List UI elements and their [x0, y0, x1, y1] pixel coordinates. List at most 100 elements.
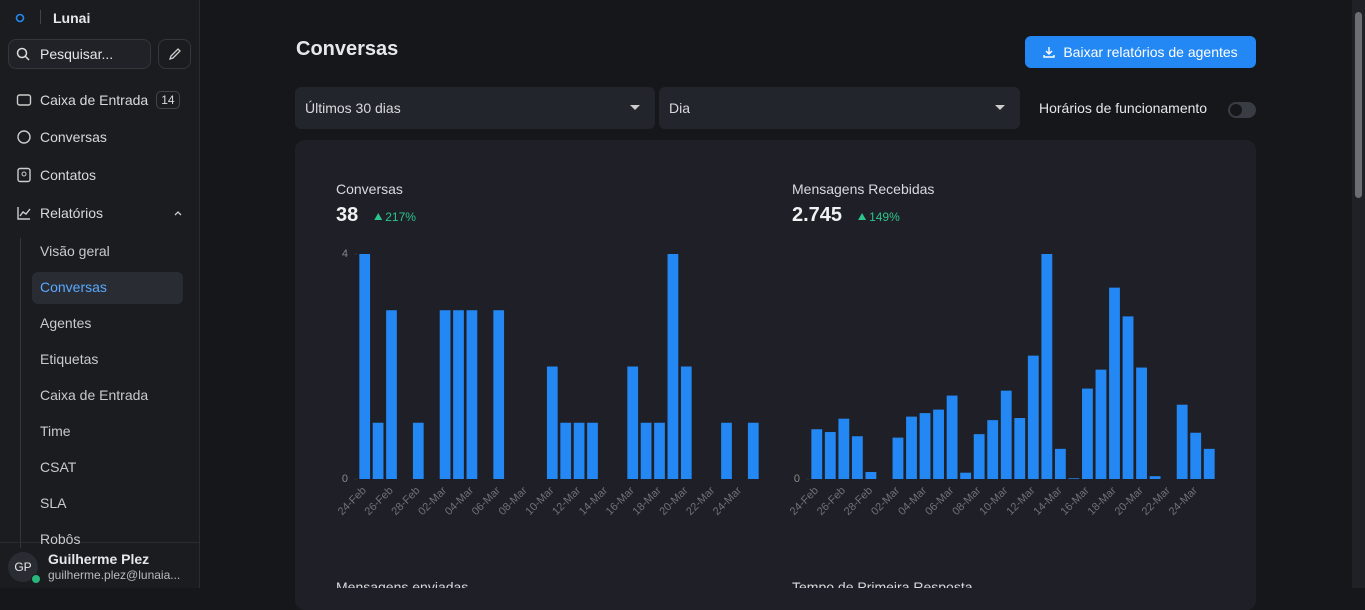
- x-tick-label: 06-Mar: [923, 484, 956, 517]
- bar: [906, 416, 917, 479]
- bar: [1122, 316, 1134, 479]
- x-tick-label: 14-Mar: [577, 484, 610, 517]
- x-tick-label: 20-Mar: [657, 484, 690, 517]
- search[interactable]: Pesquisar...: [8, 39, 151, 69]
- bar: [919, 413, 931, 479]
- chart-title: Mensagens enviadas: [336, 579, 468, 588]
- bar: [1027, 355, 1039, 479]
- x-tick-label: 24-Feb: [788, 485, 821, 518]
- logo: [15, 13, 25, 23]
- chart-total: 38: [336, 204, 358, 226]
- x-tick-label: 28-Feb: [389, 485, 422, 518]
- bar: [654, 422, 665, 479]
- nav-item[interactable]: Caixa de Entrada 14: [16, 91, 180, 109]
- bar: [892, 437, 904, 479]
- brand: Lunai: [53, 10, 91, 26]
- bar: [987, 420, 999, 479]
- nav-label: Caixa de Entrada: [40, 92, 149, 108]
- x-tick-label: 24-Mar: [711, 484, 744, 517]
- x-tick-label: 08-Mar: [950, 484, 983, 517]
- x-tick-label: 04-Mar: [896, 484, 929, 517]
- toggle[interactable]: [1228, 102, 1256, 118]
- x-tick-label: 02-Mar: [416, 484, 449, 517]
- bar: [1136, 367, 1147, 479]
- x-tick-label: 22-Mar: [1140, 484, 1173, 517]
- bar: [587, 422, 598, 479]
- x-tick-label: 02-Mar: [869, 484, 902, 517]
- bar: [439, 310, 451, 479]
- x-tick-label: 16-Mar: [604, 484, 637, 517]
- report-link[interactable]: Caixa de Entrada: [40, 387, 149, 403]
- report-link[interactable]: SLA: [40, 495, 67, 511]
- bar: [573, 422, 585, 479]
- report-link[interactable]: Visão geral: [40, 243, 110, 259]
- x-tick-label: 22-Mar: [684, 484, 717, 517]
- compose-button[interactable]: [158, 39, 191, 69]
- bar: [560, 422, 572, 479]
- x-tick-label: 12-Mar: [550, 484, 583, 517]
- bar: [372, 422, 384, 479]
- bar: [811, 429, 823, 479]
- nav-item[interactable]: Relatórios: [16, 205, 183, 221]
- bar: [386, 310, 397, 479]
- range-select[interactable]: Últimos 30 dias: [295, 87, 655, 129]
- y-tick-label: 0: [794, 473, 800, 485]
- nav-label: Contatos: [40, 167, 97, 183]
- change-icon: [858, 213, 867, 220]
- bar: [1109, 287, 1120, 479]
- x-tick-label: 28-Feb: [842, 485, 875, 518]
- charts: Mensagens enviadas Tempo de Primeira Resp…: [336, 181, 1215, 595]
- bar: [1054, 448, 1066, 479]
- bar: [946, 395, 958, 479]
- group-select[interactable]: Dia: [659, 87, 1020, 129]
- report-link[interactable]: Robôs: [40, 531, 81, 547]
- user-email: guilherme.plez@lunaia...: [48, 568, 181, 582]
- report-link[interactable]: Time: [40, 423, 71, 439]
- x-tick-label: 26-Feb: [363, 485, 396, 518]
- bar: [1095, 369, 1107, 479]
- badge: 14: [156, 91, 180, 109]
- x-tick-label: 04-Mar: [443, 484, 476, 517]
- scrollbar: [1352, 0, 1365, 588]
- bar: [973, 434, 985, 479]
- report-link[interactable]: Conversas: [40, 279, 107, 295]
- user-name: Guilherme Plez: [48, 551, 150, 567]
- nav-item[interactable]: Contatos: [16, 167, 96, 183]
- bar: [933, 409, 944, 479]
- bar: [359, 254, 371, 479]
- card: Mensagens enviadas Tempo de Primeira Resp…: [295, 140, 1256, 610]
- change-icon: [374, 213, 383, 220]
- x-tick-label: 18-Mar: [1086, 484, 1119, 517]
- bar: [680, 366, 692, 479]
- report-link[interactable]: Agentes: [40, 315, 92, 331]
- report-link[interactable]: Etiquetas: [40, 351, 99, 367]
- select-label: Dia: [669, 100, 691, 116]
- bar: [1190, 432, 1202, 479]
- x-tick-label: 26-Feb: [815, 485, 848, 518]
- bar: [640, 422, 652, 479]
- chart-total: 2.745: [792, 204, 842, 226]
- toggle-label: Horários de funcionamento: [1039, 100, 1208, 116]
- download-button[interactable]: Baixar relatórios de agentes: [1025, 36, 1256, 68]
- chart-title: Tempo de Primeira Resposta: [792, 579, 973, 588]
- bar: [851, 436, 863, 479]
- x-tick-label: 10-Mar: [977, 484, 1010, 517]
- x-tick-label: 10-Mar: [523, 484, 556, 517]
- bar: [546, 366, 558, 479]
- chart-change: 149%: [869, 210, 900, 224]
- nav-item[interactable]: Conversas: [16, 129, 107, 145]
- report-link[interactable]: CSAT: [40, 459, 77, 475]
- bar: [453, 310, 464, 479]
- x-tick-label: 06-Mar: [470, 484, 503, 517]
- x-tick-label: 20-Mar: [1113, 484, 1146, 517]
- bar: [1082, 388, 1093, 479]
- bar: [865, 471, 877, 479]
- bar: [627, 366, 639, 479]
- bar: [1000, 390, 1012, 479]
- bar: [667, 254, 679, 479]
- bar: [1149, 476, 1161, 479]
- sidebar: Lunai Pesquisar... Caixa de Entrada 14 Co…: [0, 0, 200, 588]
- bar: [824, 432, 836, 479]
- nav-label: Relatórios: [40, 205, 104, 221]
